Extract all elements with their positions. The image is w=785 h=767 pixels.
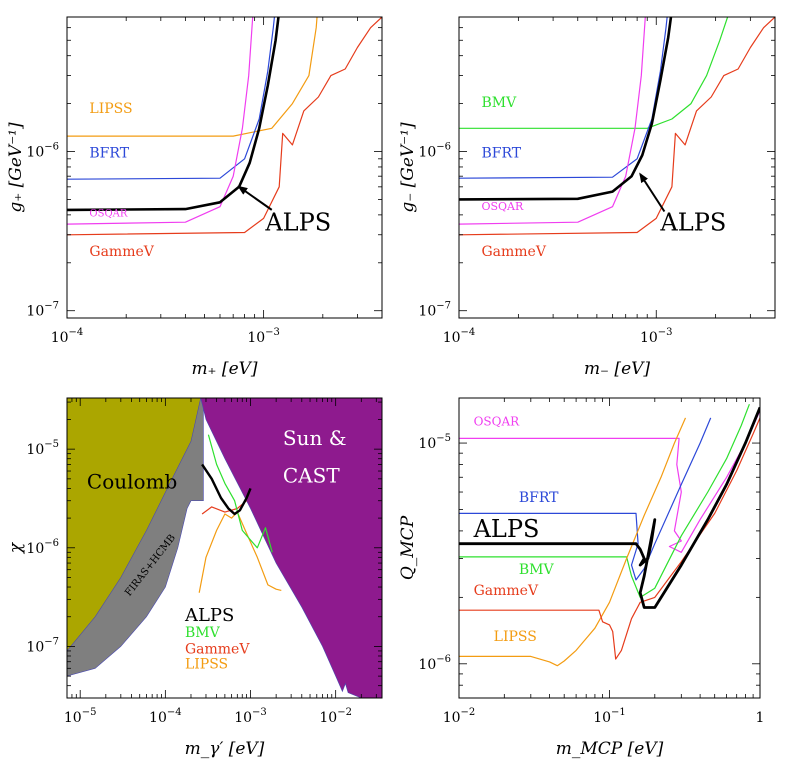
x-tick-label: 10−3 — [247, 327, 280, 346]
label-alps: ALPS — [264, 208, 331, 236]
y-axis-label: g₋ [GeV⁻¹] — [398, 122, 418, 213]
region-coulomb — [67, 398, 202, 652]
minor-ticks — [66, 398, 382, 699]
series-gammev — [67, 17, 382, 236]
label-bmv: BMV — [185, 625, 221, 641]
series-gammev — [201, 500, 247, 515]
series-bmv — [207, 434, 273, 553]
label-alps: ALPS — [659, 208, 726, 236]
label-bfrt: BFRT — [519, 490, 559, 506]
annotation-arrow — [639, 172, 666, 213]
label-gammev: GammeV — [185, 641, 250, 657]
series-osqar — [67, 17, 254, 225]
label-gammev: GammeV — [474, 583, 539, 599]
series-bfrt — [67, 17, 276, 180]
x-axis-label: m_γ′ [eV] — [185, 739, 265, 759]
label-alps: ALPS — [473, 515, 540, 543]
series-bfrt — [459, 417, 712, 581]
y-tick-label: 10−7 — [418, 301, 451, 320]
x-axis-label: m_MCP [eV] — [556, 739, 664, 759]
minor-ticks — [458, 16, 776, 319]
y-axis-label: g₊ [GeV⁻¹] — [6, 122, 26, 213]
axes-frame — [458, 397, 761, 699]
series-osqar — [459, 410, 760, 553]
label-osqar: OSQAR — [481, 200, 524, 213]
x-tick-label: 10−5 — [64, 707, 97, 726]
label-osqar: OSQAR — [89, 209, 127, 220]
series-bmv — [459, 403, 750, 598]
series-lipss — [67, 17, 318, 137]
plot-area: LIPSS BFRT OSQAR GammeV ALPS — [67, 17, 382, 260]
y-tick-label: 10−6 — [26, 142, 59, 161]
series-alps — [67, 17, 280, 212]
label-gammev: GammeV — [481, 244, 546, 260]
label-coulomb: Coulomb — [87, 469, 177, 493]
y-axis-label: Q_MCP — [398, 515, 418, 580]
axes-frame — [66, 16, 383, 319]
label-lipss: LIPSS — [89, 101, 132, 117]
series-gammev — [459, 417, 760, 660]
y-tick-label: 10−6 — [26, 538, 59, 557]
series-lipss — [459, 417, 687, 667]
y-tick-label: 10−6 — [418, 142, 451, 161]
plot-area: BMV BFRT OSQAR GammeV ALPS — [459, 17, 775, 260]
x-tick-label: 10−4 — [443, 327, 476, 346]
y-tick-label: 10−7 — [26, 301, 59, 320]
region-sun-cast — [200, 398, 382, 698]
y-tick-label: 10−5 — [418, 433, 451, 452]
x-tick-label: 10−3 — [234, 707, 267, 726]
label-cast: CAST — [283, 463, 340, 487]
minor-ticks — [458, 398, 761, 699]
series-alps — [459, 406, 760, 609]
label-alps: ALPS — [184, 605, 234, 626]
series-alps — [201, 463, 252, 516]
minor-ticks — [66, 16, 383, 319]
x-tick-label: 10−4 — [149, 707, 182, 726]
x-tick-label: 10−2 — [443, 707, 476, 726]
x-tick-label: 10−2 — [319, 707, 352, 726]
x-tick-label: 10−1 — [593, 707, 626, 726]
panel-top-left: LIPSS BFRT OSQAR GammeV ALPS 10−4 10−3 10−7 10−6… — [6, 16, 383, 379]
annotation-arrow — [237, 185, 273, 211]
y-axis-label: χ — [6, 541, 26, 554]
x-tick-label: 10−3 — [640, 327, 673, 346]
series-bmv — [459, 17, 729, 129]
plot-area: OSQAR BFRT ALPS BMV GammeV LIPSS — [459, 403, 760, 667]
y-tick-label: 10−7 — [26, 636, 59, 655]
label-bfrt: BFRT — [89, 145, 129, 161]
axes-frame — [458, 16, 776, 319]
y-tick-label: 10−5 — [26, 439, 59, 458]
y-tick-label: 10−6 — [418, 654, 451, 673]
panel-top-right: BMV BFRT OSQAR GammeV ALPS 10−4 10−3 10−7 10−6 m₋… — [398, 16, 776, 379]
label-bmv: BMV — [519, 562, 555, 578]
label-lipss: LIPSS — [494, 629, 537, 645]
x-axis-label: m₋ [eV] — [584, 359, 650, 379]
label-bmv: BMV — [481, 95, 517, 111]
series-alps — [459, 17, 673, 201]
series-osqar — [459, 17, 646, 225]
label-bfrt: BFRT — [481, 145, 521, 161]
panel-bottom-right: OSQAR BFRT ALPS BMV GammeV LIPSS 10−2 10−1 1 10−6… — [398, 397, 765, 759]
label-osqar: OSQAR — [474, 415, 521, 429]
label-gammev: GammeV — [89, 244, 154, 260]
x-tick-label: 1 — [756, 710, 765, 726]
x-axis-label: m₊ [eV] — [191, 359, 257, 379]
x-tick-label: 10−4 — [51, 327, 84, 346]
label-sun: Sun & — [283, 426, 347, 450]
label-lipss: LIPSS — [185, 656, 228, 672]
series-gammev — [459, 17, 775, 236]
